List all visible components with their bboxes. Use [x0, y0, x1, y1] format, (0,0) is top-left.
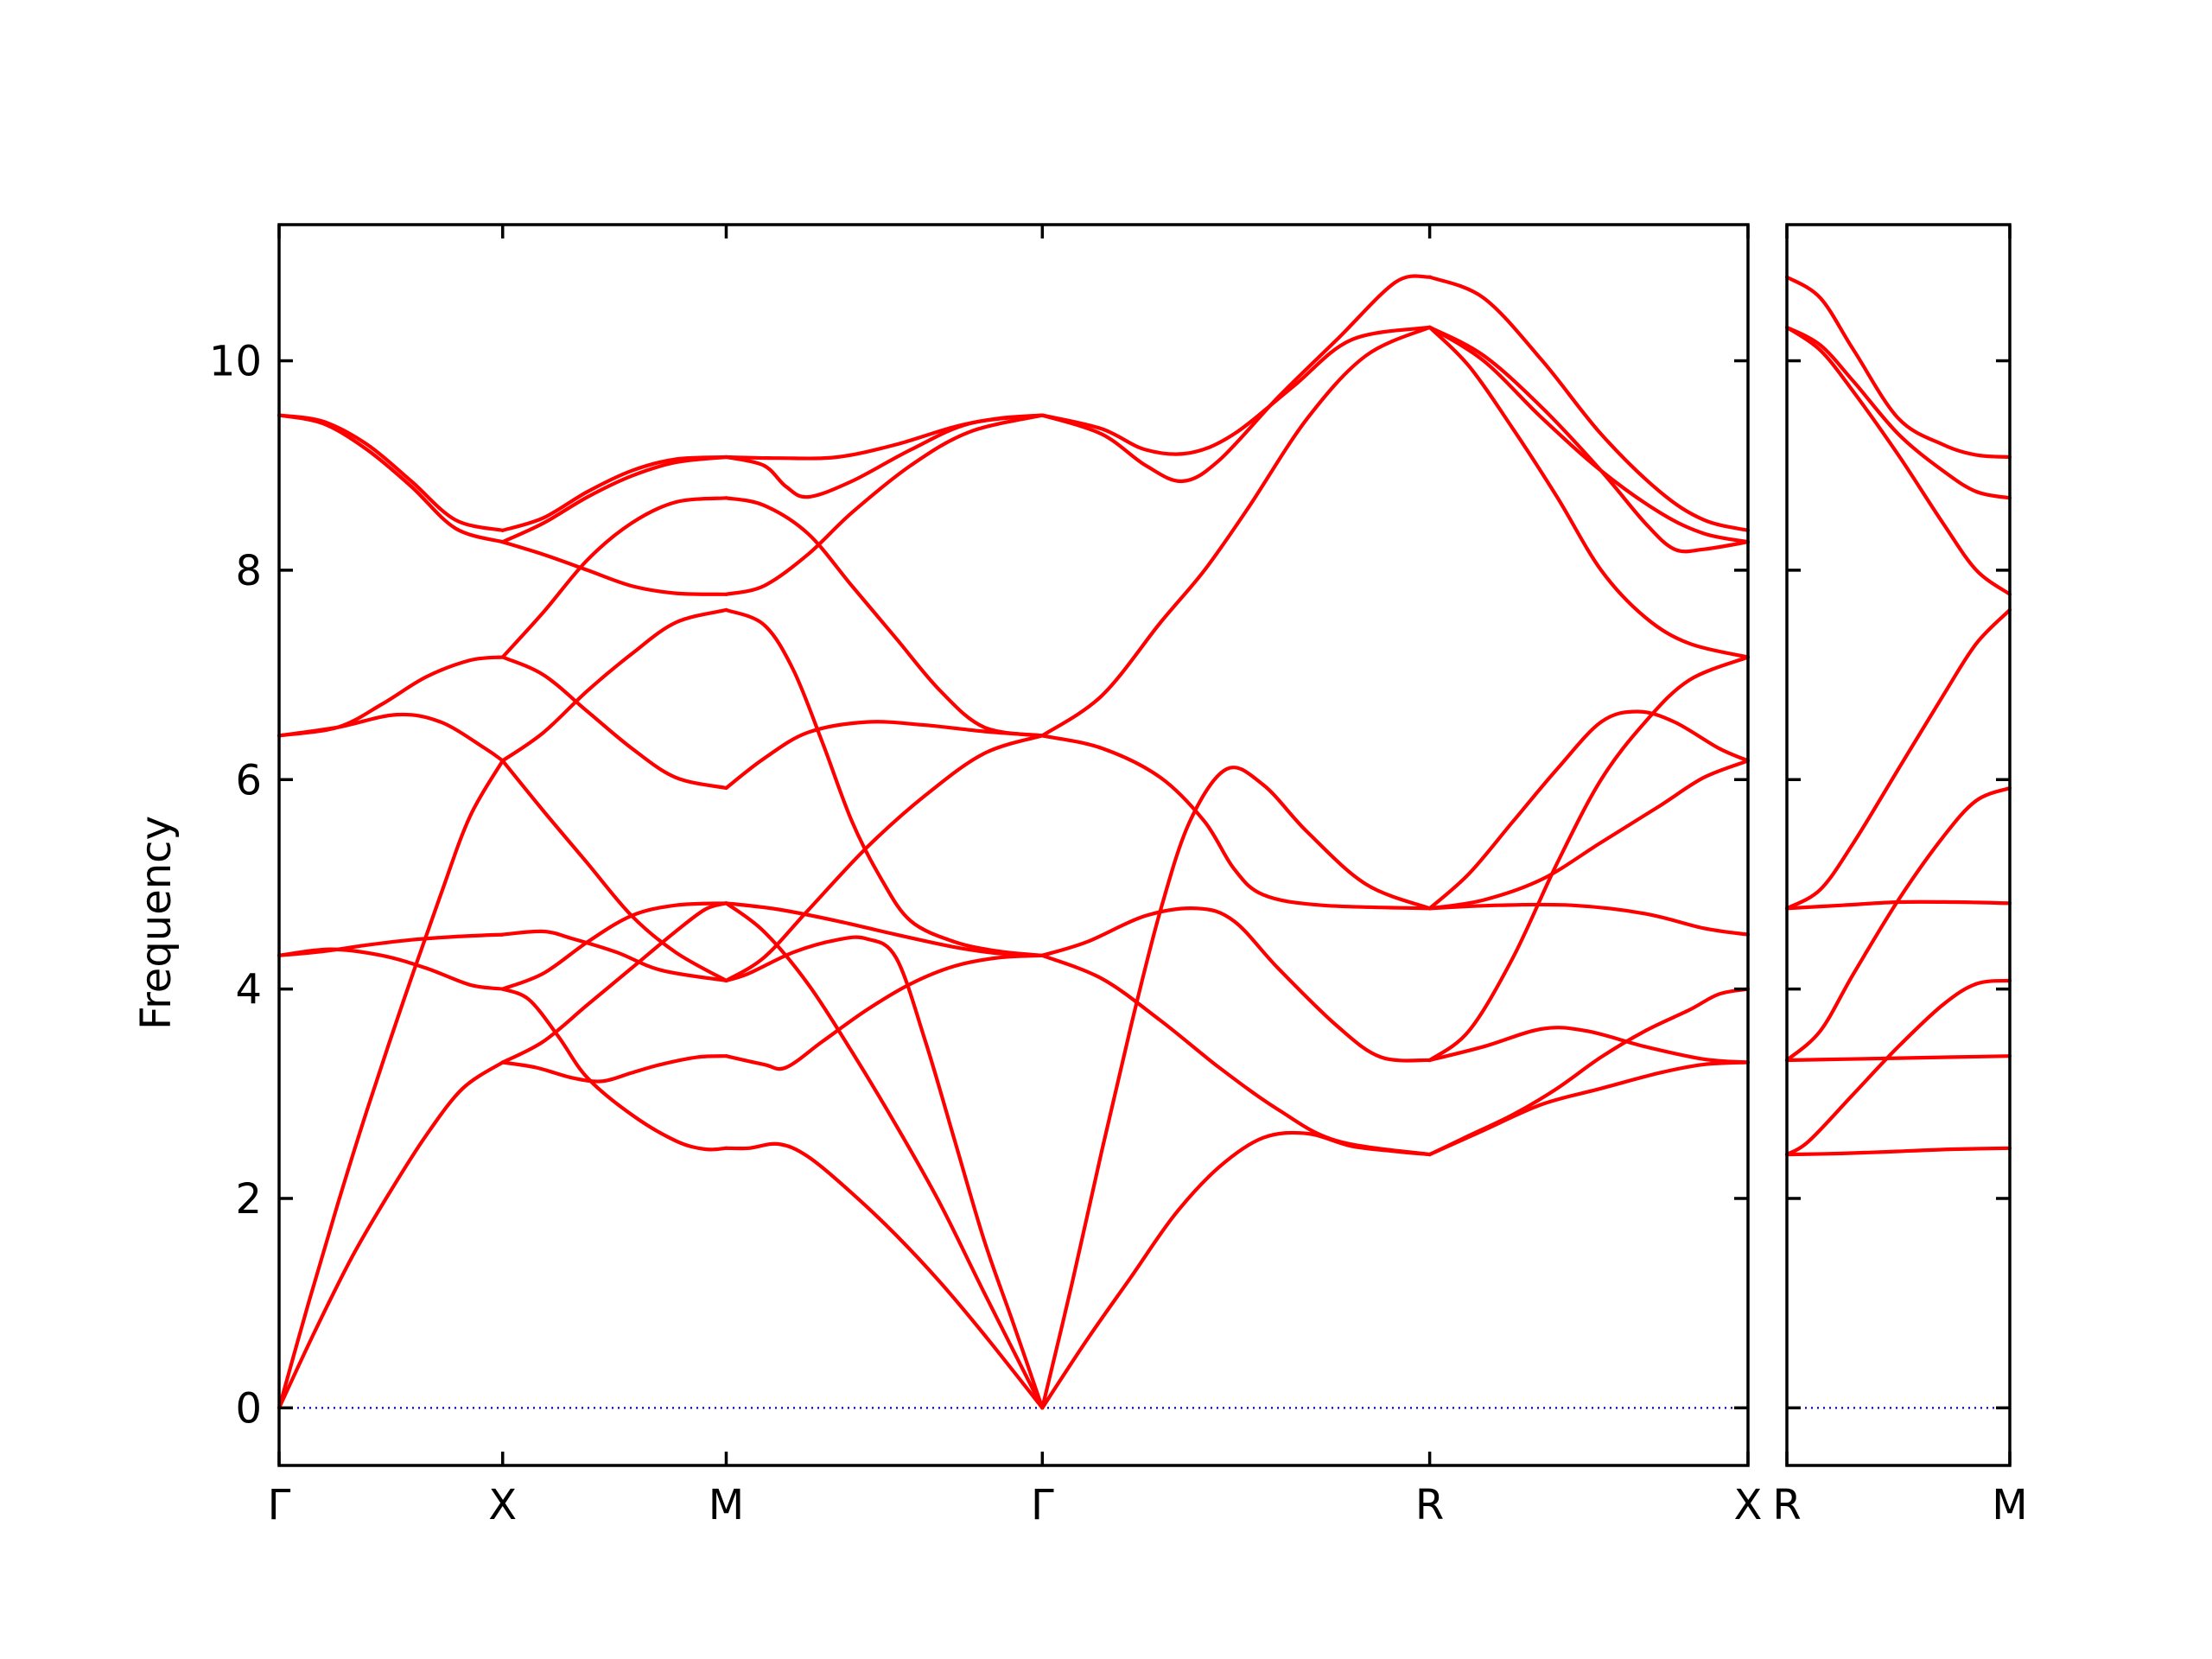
main-panel: 0 2 4 6 8 10 Γ X M Γ R X: [209, 223, 1763, 1529]
band-line-right-1: [1784, 1146, 2012, 1157]
band-line-main-32: [724, 413, 1045, 461]
band-line-main-22: [724, 953, 1045, 1071]
band-line-main-40: [1040, 274, 1432, 484]
band-line-main-29: [724, 413, 1045, 596]
band-line-main-38: [1040, 325, 1432, 738]
band-line-main-26: [724, 734, 1045, 982]
y-tick-label: 4: [235, 966, 262, 1014]
band-line-main-23: [724, 901, 1045, 1410]
band-line-main-34: [1040, 766, 1432, 1410]
x-tick-label: Γ: [1031, 1481, 1054, 1529]
band-line-main-37: [1040, 734, 1432, 911]
x-tick-label: R: [1415, 1481, 1444, 1529]
x-tick-label: R: [1772, 1481, 1801, 1529]
band-line-main-12: [500, 901, 728, 991]
x-tick-label: X: [1734, 1481, 1763, 1529]
band-line-main-13: [500, 929, 728, 982]
band-line-main-39: [1040, 325, 1432, 456]
band-line-right-4: [1784, 785, 2012, 1063]
band-line-main-15: [500, 607, 728, 763]
band-line-main-25: [724, 935, 1045, 1410]
band-line-main-36: [1040, 906, 1432, 1063]
band-line-main-17: [500, 496, 728, 659]
y-tick-label: 8: [235, 547, 262, 595]
y-tick-label: 6: [235, 756, 262, 804]
band-line-main-14: [500, 759, 728, 982]
band-line-main-21: [724, 1141, 1045, 1410]
band-line-main-3: [276, 932, 505, 957]
band-line-right-3: [1784, 1054, 2012, 1063]
band-line-main-42: [1427, 1060, 1751, 1157]
band-line-right-8: [1784, 325, 2012, 500]
band-line-main-1: [276, 1060, 505, 1410]
band-line-main-50: [1427, 325, 1751, 544]
band-line-main-44: [1427, 655, 1751, 1063]
band-line-main-47: [1427, 709, 1751, 911]
band-line-main-16: [500, 655, 728, 791]
band-line-main-10: [500, 901, 728, 1065]
band-line-main-24: [724, 901, 1045, 957]
band-line-main-49: [1427, 325, 1751, 554]
band-line-main-19: [500, 454, 728, 544]
band-line-main-51: [1427, 275, 1751, 532]
band-line-main-9: [500, 1054, 728, 1084]
x-tick-label: M: [709, 1481, 744, 1529]
band-line-main-43: [1427, 1026, 1751, 1065]
band-line-main-8: [276, 413, 505, 544]
plot-frame-main: [277, 223, 1750, 1467]
band-line-main-27: [724, 720, 1045, 791]
band-line-main-18: [500, 540, 728, 596]
plot-frame-right: [1785, 223, 2012, 1467]
band-line-main-6: [276, 655, 505, 738]
x-tick-label: X: [488, 1481, 517, 1529]
y-tick-label: 10: [209, 338, 262, 386]
band-line-main-28: [724, 607, 1045, 957]
x-tick-label: M: [1992, 1481, 2027, 1529]
band-line-main-46: [1427, 759, 1751, 911]
band-line-main-35: [1040, 953, 1432, 1157]
band-line-main-20: [500, 454, 728, 532]
band-line-main-45: [1427, 902, 1751, 937]
y-tick-label: 2: [235, 1175, 262, 1224]
band-line-main-30: [724, 496, 1045, 738]
band-line-main-48: [1427, 325, 1751, 659]
band-line-right-9: [1784, 275, 2012, 460]
band-line-right-5: [1784, 899, 2012, 911]
band-line-main-4: [276, 947, 505, 991]
y-axis-label: Frequency: [132, 816, 181, 1030]
band-line-right-7: [1784, 325, 2012, 596]
band-line-main-11: [500, 987, 728, 1152]
band-line-right-2: [1784, 978, 2012, 1157]
x-tick-label: Γ: [268, 1481, 291, 1529]
band-line-main-2: [276, 759, 505, 1410]
y-tick-label: 0: [235, 1384, 262, 1433]
band-line-right-6: [1784, 607, 2012, 911]
